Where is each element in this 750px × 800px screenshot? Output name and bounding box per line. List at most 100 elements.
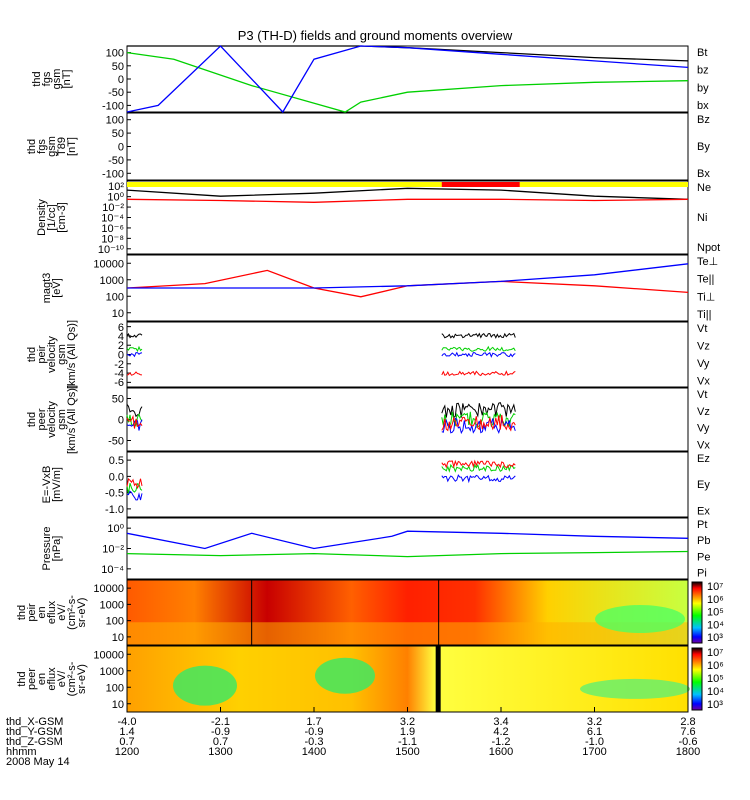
y-tick-label: 1000	[100, 666, 124, 678]
y-tick-label: 10⁻¹⁰	[98, 244, 125, 256]
y-tick-label: 0.5	[109, 455, 124, 467]
panel-frame	[127, 46, 688, 112]
efield-burst	[442, 475, 516, 481]
x-tick-label: 1800	[676, 746, 700, 758]
y-tick-label: 0	[118, 74, 124, 86]
y-axis-label: [nT]	[66, 137, 78, 156]
legend-entry: Vt	[697, 389, 707, 401]
legend-entry: Bz	[697, 114, 710, 126]
spectrogram-blob	[595, 605, 685, 633]
y-tick-label: 10000	[93, 649, 124, 661]
legend-entry: Vz	[697, 340, 710, 352]
y-tick-label: -1.0	[105, 504, 124, 516]
panel-vi: 6420-2-4-6 thdpeirvelocitygsm[km/s (All Q…	[26, 320, 710, 389]
y-tick-label: 10⁻⁴	[101, 564, 124, 576]
legend-entry: Vz	[697, 406, 710, 418]
y-tick-label: -50	[108, 436, 124, 448]
y-tick-label: -100	[102, 100, 124, 112]
quality-flag-bar	[127, 182, 688, 187]
legend-entry: Ne	[697, 182, 711, 194]
flag-segment	[442, 182, 520, 187]
legend-entry: Ez	[697, 453, 710, 465]
y-tick-label: 0	[118, 415, 124, 427]
series-pressure-Pe	[127, 552, 688, 557]
panel-frame	[127, 518, 688, 579]
y-tick-label: 100	[106, 48, 124, 60]
legend-entry: Vy	[697, 358, 710, 370]
panel-density: 10²10⁰10⁻²10⁻⁴10⁻⁶10⁻⁸10⁻¹⁰ Density[1/cc]…	[36, 181, 720, 256]
legend-entry: bz	[697, 65, 709, 77]
y-tick-label: 10000	[93, 258, 124, 270]
y-axis-label: sr-eV)	[76, 664, 88, 694]
panel-frame	[127, 322, 688, 387]
colorbar-tick-label: 10⁷	[707, 647, 723, 659]
velocity-burst	[127, 334, 142, 338]
y-tick-label: 10	[112, 308, 124, 320]
series-density-Ni	[127, 188, 688, 199]
x-axis-row-label: 2008 May 14	[6, 756, 70, 768]
x-tick-label: 1200	[115, 746, 139, 758]
colorbar-tick-label: 10⁵	[707, 673, 724, 685]
series-temp-Te⊥	[127, 270, 688, 296]
colorbar-tick-label: 10⁶	[707, 660, 724, 672]
legend-entry: By	[697, 141, 710, 153]
panel-fgh: 100500-50-100thdfgsgsmT89[nT]BzByBx	[26, 113, 710, 180]
y-axis-label: [cm-3]	[56, 202, 68, 233]
y-tick-label: -50	[108, 87, 124, 99]
panel-frame	[127, 452, 688, 517]
legend-entry: Vt	[697, 323, 707, 335]
y-tick-label: 0.0	[109, 471, 124, 483]
y-tick-label: 10	[112, 632, 124, 644]
legend-entry: Ey	[697, 479, 710, 491]
y-tick-label: 100	[106, 291, 124, 303]
panel-ispec: 10000100010010thdpeirenefluxeV/(cm²-s-sr…	[16, 580, 724, 645]
legend-entry: Ni	[697, 212, 707, 224]
legend-entry: Bt	[697, 47, 707, 59]
y-axis-label: [km/s (All Qs)]	[66, 385, 78, 454]
y-tick-label: 50	[112, 128, 124, 140]
colorbar-tick-label: 10⁷	[707, 581, 723, 593]
legend-entry: Pb	[697, 535, 710, 547]
x-tick-label: 1700	[582, 746, 606, 758]
y-tick-label: 10⁰	[107, 523, 124, 535]
y-axis-label: [km/s (All Qs)]	[66, 320, 78, 389]
y-tick-label: -6	[114, 377, 124, 389]
legend-entry: Bx	[697, 168, 710, 180]
velocity-burst	[442, 353, 516, 357]
velocity-burst	[127, 347, 142, 351]
legend-entry: Pt	[697, 519, 707, 531]
y-tick-label: 100	[106, 115, 124, 127]
y-tick-label: 0	[118, 142, 124, 154]
y-tick-label: 1000	[100, 275, 124, 287]
legend-entry: Pe	[697, 551, 710, 563]
legend-entry: Npot	[697, 242, 720, 254]
velocity-burst	[442, 371, 516, 375]
panel-frame	[127, 113, 688, 180]
velocity-burst	[442, 347, 516, 351]
y-tick-label: 1000	[100, 599, 124, 611]
spectrogram-blob	[580, 679, 690, 699]
y-tick-label: -0.5	[105, 488, 124, 500]
y-tick-label: -100	[102, 168, 124, 180]
panel-espec: 10000 1000 100 10 thdpeerenefluxeV/(cm²-s-sr…	[16, 646, 724, 712]
velocity-burst	[442, 334, 516, 338]
y-tick-label: -50	[108, 155, 124, 167]
colorbar	[692, 582, 702, 643]
legend-entry: Vy	[697, 423, 710, 435]
x-tick-label: 1500	[395, 746, 419, 758]
legend-entry: Te⊥	[697, 256, 718, 268]
velocity-burst	[127, 404, 142, 416]
spectrogram-blob	[173, 666, 237, 706]
panel-fgs: 100500-50-100thdfgsgsm[nT]Btbzbybx	[31, 46, 709, 112]
legend-entry: Vx	[697, 375, 710, 387]
velocity-burst	[127, 372, 142, 375]
spectrogram-blob	[315, 658, 375, 694]
y-axis-label: [mV/m]	[51, 467, 63, 502]
x-tick-label: 1600	[489, 746, 513, 758]
y-tick-label: 100	[106, 682, 124, 694]
legend-entry: Ex	[697, 505, 710, 517]
data-gap-bar	[436, 646, 441, 712]
series-density-Ne	[127, 199, 688, 202]
x-axis-labels: thd_X-GSMthd_Y-GSMthd_Z-GSMhhmm2008 May …	[6, 707, 700, 768]
